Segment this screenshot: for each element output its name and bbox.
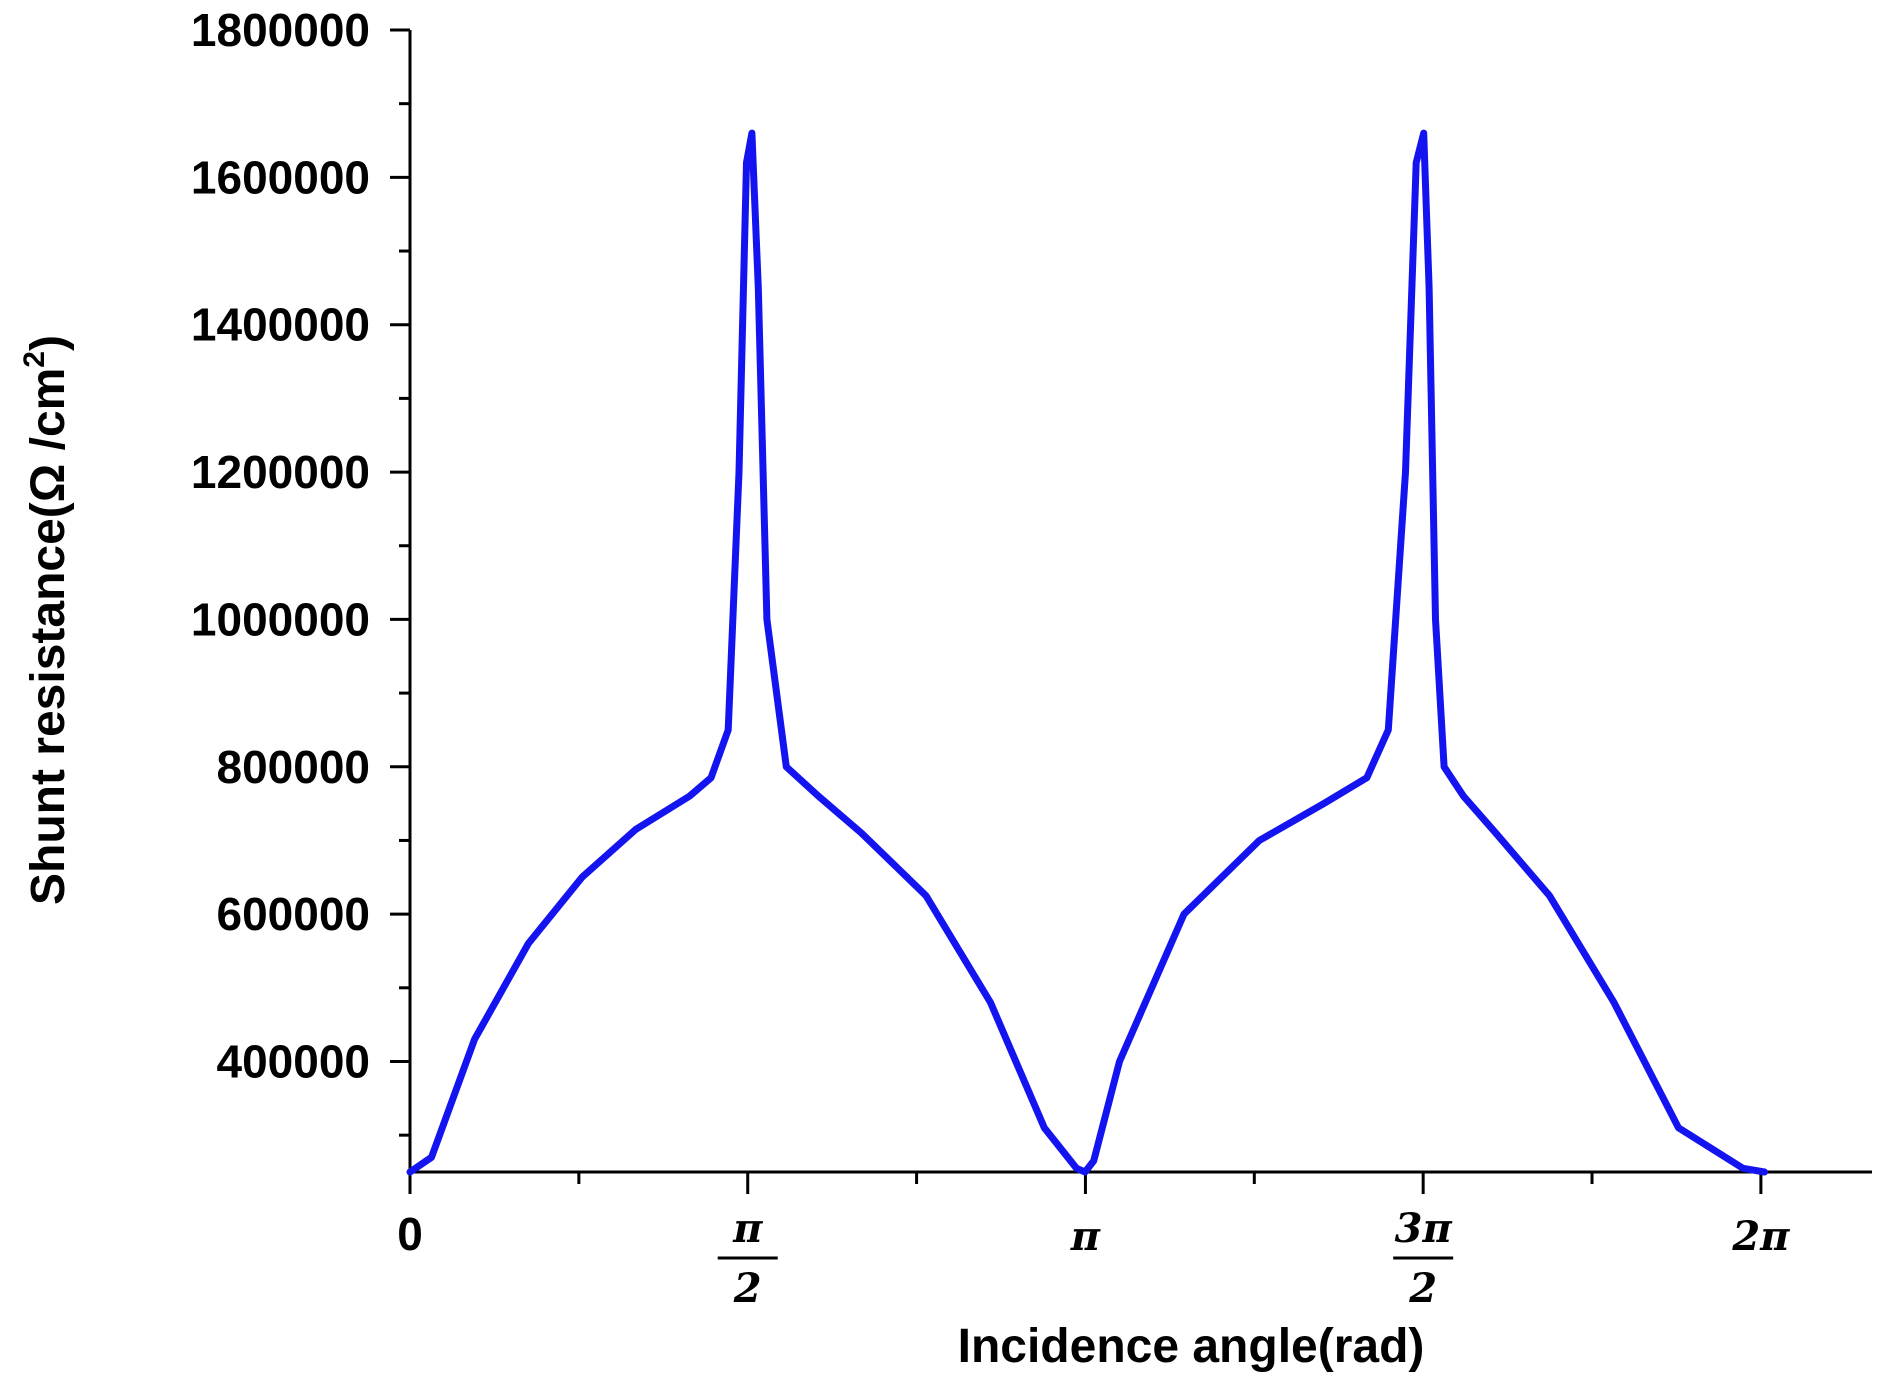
- y-tick-label: 1600000: [191, 151, 370, 203]
- x-tick-label-numerator: 3π: [1395, 1205, 1453, 1252]
- x-axis-title: Incidence angle(rad): [958, 1320, 1425, 1373]
- x-tick-label: 0: [397, 1208, 423, 1260]
- y-tick-label: 800000: [217, 741, 371, 793]
- x-tick-label: 2π: [1731, 1213, 1790, 1260]
- y-axis-title-superscript: 2: [18, 351, 51, 368]
- series: [406, 129, 1768, 1176]
- y-tick-label: 600000: [217, 888, 371, 940]
- series-line: [406, 129, 1768, 1176]
- axes: [408, 30, 1872, 1174]
- ticks: [390, 28, 1763, 1194]
- tick-labels: 400000 600000 800000 1000000 1200000 1400000 1…: [191, 4, 1790, 1312]
- y-axis-title: Shunt resistance(Ω /cm2): [18, 335, 75, 905]
- x-tick-label-numerator: π: [732, 1205, 763, 1252]
- y-tick-label: 1000000: [191, 593, 370, 645]
- y-tick-label: 1200000: [191, 446, 370, 498]
- x-tick-label: π: [1070, 1213, 1101, 1260]
- y-tick-label: 1400000: [191, 299, 370, 351]
- y-tick-label: 1800000: [191, 4, 370, 56]
- x-tick-label-denominator: 2: [733, 1265, 762, 1312]
- y-tick-label: 400000: [217, 1035, 371, 1087]
- axis-titles: Incidence angle(rad) Shunt resistance(Ω /…: [18, 335, 1424, 1373]
- y-axis-title-main: Shunt resistance(Ω /cm: [22, 368, 75, 905]
- x-tick-label-denominator: 2: [1408, 1265, 1437, 1312]
- y-axis-title-close: ): [22, 335, 75, 351]
